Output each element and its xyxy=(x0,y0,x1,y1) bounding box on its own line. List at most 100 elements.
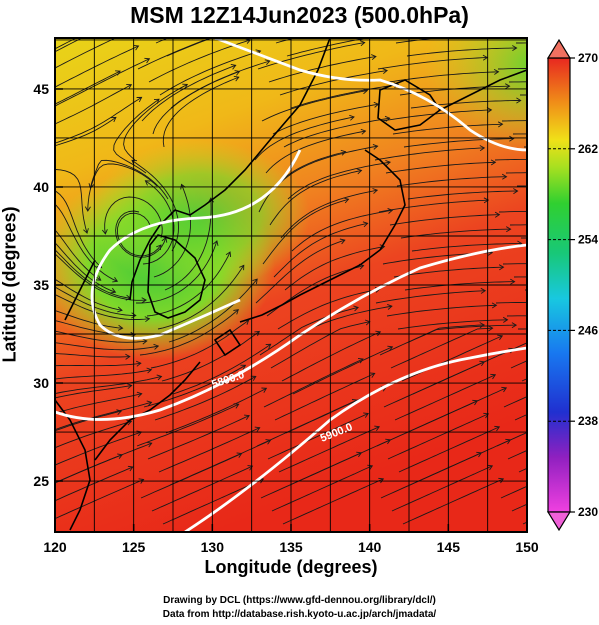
streamline-arrow xyxy=(501,386,508,393)
streamline-arrow xyxy=(385,438,392,445)
streamline xyxy=(55,479,144,520)
streamline xyxy=(273,222,368,278)
streamline-arrow xyxy=(357,357,364,364)
streamline-arrow xyxy=(372,188,379,194)
streamline xyxy=(161,331,260,382)
streamline-arrow xyxy=(233,75,240,82)
streamline xyxy=(55,229,101,281)
streamline xyxy=(89,159,169,200)
streamline xyxy=(260,452,362,499)
streamline-arrow xyxy=(111,18,116,23)
streamline xyxy=(283,117,390,148)
streamline-arrow xyxy=(230,63,237,70)
streamline-arrow xyxy=(504,83,511,90)
streamline xyxy=(55,466,133,502)
streamline xyxy=(36,0,135,43)
streamline-arrow xyxy=(382,68,388,75)
streamline-arrow xyxy=(483,412,490,419)
streamline xyxy=(280,189,378,239)
streamline-arrow xyxy=(501,173,508,180)
x-tick-label: 150 xyxy=(515,539,539,555)
streamline-arrow xyxy=(264,59,271,65)
streamline xyxy=(403,138,514,148)
streamline-arrow xyxy=(83,228,89,234)
streamline-arrow xyxy=(502,316,509,323)
streamline-arrow xyxy=(133,44,140,51)
streamline xyxy=(286,38,370,57)
colorbar-min-arrow xyxy=(546,511,572,532)
streamline-arrow xyxy=(250,375,257,381)
streamline xyxy=(165,387,267,434)
streamline xyxy=(287,161,391,200)
streamline-arrow xyxy=(101,229,108,235)
streamline xyxy=(113,98,160,174)
streamline xyxy=(55,242,116,293)
streamline-arrow xyxy=(110,287,117,294)
streamline-arrow xyxy=(95,275,102,281)
streamline-arrow xyxy=(144,180,151,186)
streamline-arrow xyxy=(266,18,271,23)
streamline-arrow xyxy=(374,425,380,432)
streamline xyxy=(139,309,239,356)
streamline xyxy=(401,335,503,382)
streamline xyxy=(162,478,264,525)
streamline-arrow xyxy=(497,121,504,128)
streamline-arrow xyxy=(136,96,143,103)
streamline-arrow xyxy=(486,107,493,114)
streamline xyxy=(398,426,500,473)
streamline-arrow xyxy=(141,297,147,304)
streamline xyxy=(258,151,346,213)
streamline-arrow xyxy=(512,45,518,51)
streamline xyxy=(278,426,380,473)
streamline xyxy=(55,203,118,282)
streamline xyxy=(380,452,482,499)
streamline xyxy=(166,38,213,57)
streamline xyxy=(162,76,239,148)
streamline-arrow xyxy=(254,426,261,433)
streamline-arrow xyxy=(212,240,219,246)
streamline xyxy=(284,246,385,291)
streamline-arrow xyxy=(363,412,370,418)
streamline-arrow xyxy=(592,400,597,405)
streamline-arrow xyxy=(487,325,494,332)
streamline xyxy=(400,228,511,239)
streamline xyxy=(290,84,399,109)
streamline xyxy=(131,159,179,252)
streamline xyxy=(274,372,375,421)
streamline-arrow xyxy=(126,84,133,90)
streamline-arrow xyxy=(362,221,369,228)
streamline xyxy=(292,346,393,395)
x-tick-label: 135 xyxy=(279,539,303,555)
streamline-arrow xyxy=(225,251,232,258)
colorbar: 230 238 246 254 262 270 xyxy=(546,38,598,532)
streamline-arrow xyxy=(375,330,382,337)
streamline-arrow xyxy=(387,303,393,310)
streamline xyxy=(256,399,358,447)
streamline-arrow xyxy=(144,316,151,323)
streamline-arrow xyxy=(146,367,153,374)
streamline-arrow xyxy=(142,338,148,345)
streamline xyxy=(255,239,345,304)
streamline xyxy=(375,290,486,304)
streamline xyxy=(378,199,489,213)
streamline xyxy=(506,315,527,317)
streamline-arrow xyxy=(501,31,505,36)
streamline xyxy=(115,210,167,258)
grid xyxy=(55,38,527,532)
streamline-arrow xyxy=(479,360,486,367)
streamline-arrow xyxy=(153,343,160,350)
streamline xyxy=(55,393,142,414)
streamline xyxy=(55,278,123,311)
streamline xyxy=(377,57,488,70)
streamline-arrow xyxy=(505,226,512,233)
streamline xyxy=(385,161,496,174)
streamline xyxy=(498,211,527,213)
streamline xyxy=(394,374,496,421)
streamline-arrow xyxy=(356,168,363,175)
streamline xyxy=(495,301,527,304)
streamline-arrow xyxy=(356,451,363,458)
streamline-arrow xyxy=(116,409,123,416)
temperature-field xyxy=(55,38,527,532)
streamline-arrow xyxy=(516,97,522,104)
streamline-arrow xyxy=(339,238,346,245)
